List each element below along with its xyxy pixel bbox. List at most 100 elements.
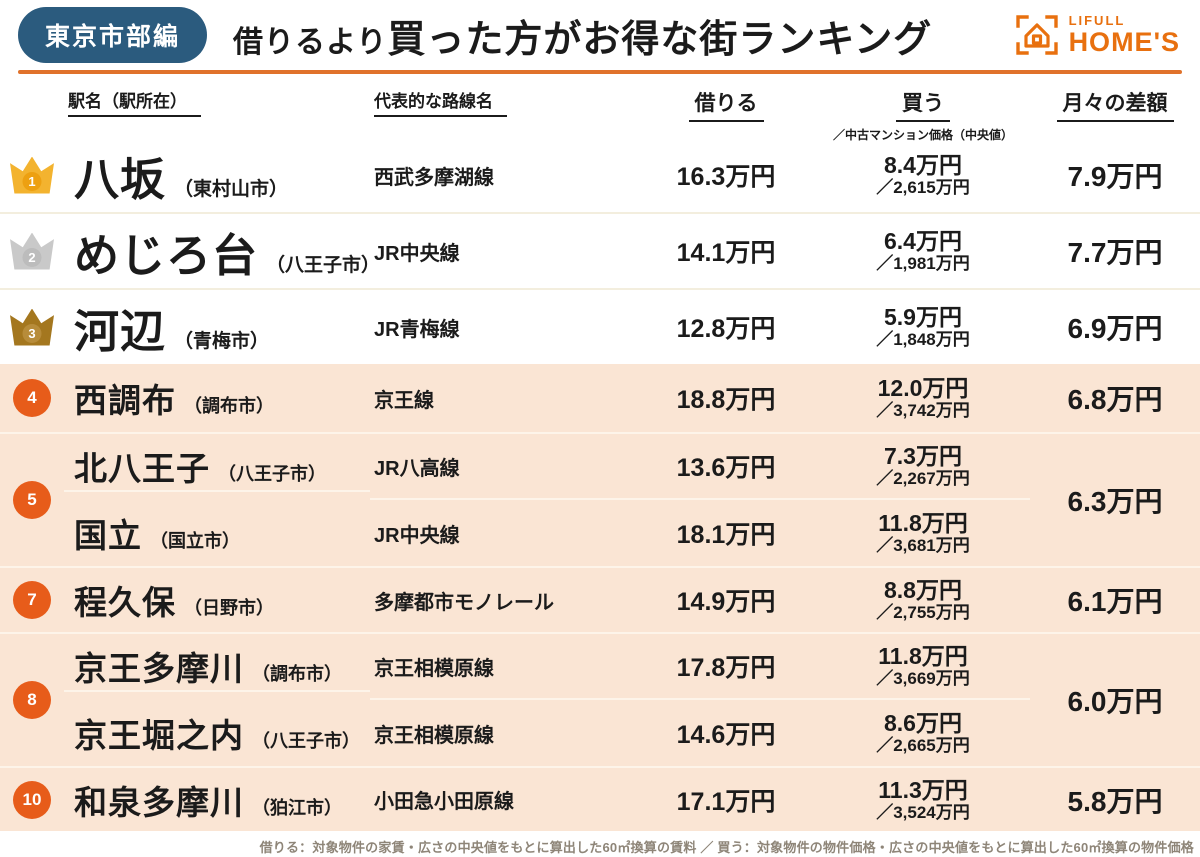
rent-value: 12.8万円	[676, 315, 776, 343]
station-cell: 京王堀之内 （八王子市）	[64, 709, 370, 757]
buy-cell: 7.3万円 ／2,267万円	[816, 434, 1030, 500]
diff-value: 7.9万円	[1067, 161, 1163, 192]
title-light: 借りるより	[233, 25, 388, 59]
station-name: 程久保	[74, 584, 176, 621]
buy-cell: 12.0万円 ／3,742万円	[816, 364, 1030, 432]
col-header-buy: 買う ／中古マンション価格（中央値）	[816, 87, 1030, 143]
buy-price: ／3,669万円	[876, 669, 970, 689]
diff-value: 6.1万円	[1067, 586, 1163, 617]
buy-price: ／1,848万円	[876, 330, 970, 350]
ranking-row-1: 1 八坂 （東村山市） 西武多摩湖線 16.3万円 8.4万円 ／2,615万円 7…	[0, 138, 1200, 212]
station-cell: 程久保 （日野市）	[64, 576, 370, 624]
page-title: 借りるより 買った方がお得な街ランキング	[233, 8, 932, 63]
rent-value: 14.6万円	[676, 721, 776, 749]
logo-homes: HOME'S	[1068, 27, 1180, 57]
rent-value: 14.9万円	[676, 588, 776, 616]
rank-badge: 8	[13, 681, 51, 719]
station-city: （調布市）	[252, 664, 342, 684]
logo-text: LIFULL HOME'S	[1069, 14, 1180, 56]
ranking-row-10: 10 和泉多摩川 （狛江市） 小田急小田原線 17.1万円 11.3万円 ／3,52…	[0, 766, 1200, 831]
station-name: 北八王子	[74, 450, 210, 487]
station-cell: 和泉多摩川 （狛江市）	[64, 776, 370, 824]
buy-price: ／3,742万円	[876, 401, 970, 421]
station-city: （八王子市）	[218, 464, 326, 484]
buy-cell: 8.8万円 ／2,755万円	[816, 568, 1030, 632]
buy-price: ／3,524万円	[876, 802, 970, 822]
col-header-rent: 借りる	[636, 87, 816, 122]
line-name: 京王線	[374, 389, 434, 412]
rent-value: 16.3万円	[676, 163, 776, 191]
station-cell: 西調布 （調布市）	[64, 374, 370, 422]
diff-value: 7.7万円	[1067, 237, 1163, 268]
buy-cell: 8.4万円 ／2,615万円	[816, 138, 1030, 212]
line-name: 多摩都市モノレール	[374, 591, 554, 614]
buy-monthly: 6.4万円	[884, 228, 962, 254]
silver-crown-icon: 2	[10, 232, 54, 270]
rent-value: 18.1万円	[676, 521, 776, 549]
ranking-row-2: 2 めじろ台 （八王子市） JR中央線 14.1万円 6.4万円 ／1,981万円 …	[0, 212, 1200, 288]
rank-badge: 5	[13, 481, 51, 519]
rank-badge: 4	[13, 379, 51, 417]
station-name: 八坂	[74, 153, 167, 205]
station-city: （狛江市）	[252, 797, 342, 818]
station-name: 京王多摩川	[74, 650, 244, 687]
station-city: （東村山市）	[174, 178, 289, 200]
accent-rule	[18, 70, 1182, 74]
title-strong: 買った方がお得な街ランキング	[387, 18, 933, 61]
line-name: 京王相模原線	[370, 634, 636, 700]
diff-value: 6.3万円	[1067, 486, 1163, 517]
ranking-row-8: 8 京王多摩川 （調布市） 京王相模原線 17.8万円 11.8万円 ／3,669万…	[0, 632, 1200, 766]
rent-value: 18.8万円	[676, 386, 776, 414]
col-header-station: 駅名（駅所在）	[0, 87, 370, 117]
buy-monthly: 8.8万円	[884, 577, 962, 603]
rank-number: 1	[22, 171, 42, 191]
buy-monthly: 11.3万円	[878, 776, 968, 803]
gold-crown-icon: 1	[10, 156, 54, 194]
edition-badge: 東京市部編	[18, 7, 208, 63]
line-name: 京王相模原線	[374, 724, 494, 747]
buy-price: ／2,755万円	[876, 603, 970, 623]
ranking-row-7: 7 程久保 （日野市） 多摩都市モノレール 14.9万円 8.8万円 ／2,755万…	[0, 566, 1200, 632]
buy-price: ／2,267万円	[876, 469, 970, 489]
station-name: 和泉多摩川	[74, 783, 244, 821]
buy-cell: 11.8万円 ／3,669万円	[816, 634, 1030, 700]
col-header-line: 代表的な路線名	[370, 87, 636, 117]
header: 東京市部編 借りるより 買った方がお得な街ランキング LIFULL HOME'S	[0, 0, 1200, 70]
station-name: 河辺	[74, 305, 167, 357]
line-name: JR青梅線	[374, 318, 460, 341]
station-cell: めじろ台 （八王子市）	[64, 219, 380, 284]
buy-monthly: 5.9万円	[884, 304, 962, 330]
station-name: めじろ台	[74, 229, 259, 281]
rank-badge: 7	[13, 581, 51, 619]
buy-cell: 5.9万円 ／1,848万円	[816, 290, 1030, 364]
home-icon	[1015, 15, 1058, 55]
line-name: JR中央線	[374, 524, 460, 547]
station-name: 京王堀之内	[74, 717, 244, 754]
buy-monthly: 7.3万円	[884, 443, 962, 469]
line-name: JR八高線	[370, 434, 636, 500]
diff-value: 6.0万円	[1067, 686, 1163, 717]
station-cell: 河辺 （青梅市）	[64, 295, 370, 360]
buy-price: ／2,665万円	[876, 736, 970, 756]
station-city: （八王子市）	[252, 731, 360, 751]
rent-value: 14.1万円	[676, 239, 776, 267]
col-header-buy-sub: ／中古マンション価格（中央値）	[832, 128, 1013, 142]
line-name: 小田急小田原線	[374, 791, 514, 813]
column-headers: 駅名（駅所在） 代表的な路線名 借りる 買う ／中古マンション価格（中央値） 月々…	[0, 74, 1200, 142]
buy-cell: 11.3万円 ／3,524万円	[816, 768, 1030, 831]
line-name: JR中央線	[374, 242, 460, 265]
rank-badge: 10	[13, 780, 51, 819]
buy-monthly: 8.6万円	[884, 710, 962, 736]
rent-value: 13.6万円	[636, 434, 816, 500]
diff-value: 6.9万円	[1067, 313, 1163, 344]
buy-monthly: 8.4万円	[884, 152, 962, 178]
footnote: 借りる：対象物件の家賃・広さの中央値をもとに算出した60㎡換算の賃料 ／ 買う：…	[0, 831, 1200, 857]
station-name: 西調布	[74, 382, 176, 419]
rent-value: 17.1万円	[676, 787, 776, 816]
station-cell: 八坂 （東村山市）	[64, 143, 370, 208]
station-city: （国立市）	[150, 531, 240, 551]
buy-cell: 6.4万円 ／1,981万円	[816, 214, 1030, 288]
station-cell: 北八王子 （八王子市）	[64, 442, 370, 492]
ranking-row-5: 5 北八王子 （八王子市） JR八高線 13.6万円 7.3万円 ／2,267万円 …	[0, 432, 1200, 566]
station-city: （青梅市）	[174, 330, 270, 352]
